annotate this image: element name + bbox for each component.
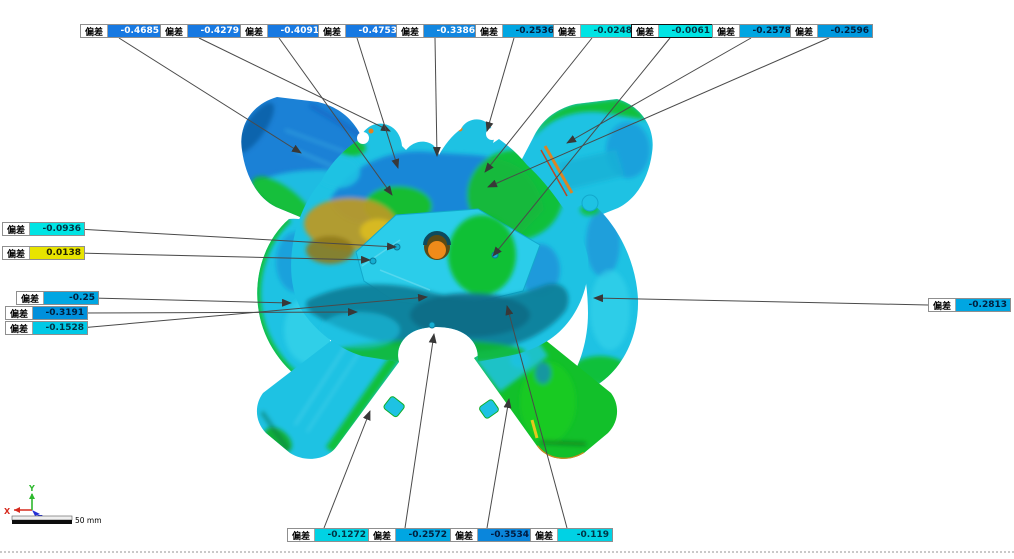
deviation-annotation-left-0[interactable]: 偏差 -0.0936: [2, 222, 85, 236]
viewport-bottom-border: [0, 551, 1014, 553]
deviation-value: -0.4753: [346, 25, 400, 37]
leader-line-top-5: [485, 37, 515, 132]
deviation-annotation-top-4[interactable]: 偏差 -0.3386: [396, 24, 479, 38]
part-main-body: [291, 119, 599, 362]
axis-x-label: X: [4, 507, 11, 516]
leader-line-left-3: [79, 308, 358, 317]
deviation-term: 偏差: [632, 25, 659, 38]
deviation-annotation-left-2[interactable]: 偏差 -0.25: [16, 291, 99, 305]
deviation-term: 偏差: [531, 529, 558, 542]
leader-line-top-8: [566, 37, 752, 144]
leader-line-top-4: [432, 37, 441, 157]
deviation-annotation-top-7[interactable]: 偏差 -0.0061: [631, 24, 714, 38]
leader-line-right-0: [593, 294, 929, 306]
deviation-value: -0.25: [44, 292, 98, 304]
deviation-annotation-top-0[interactable]: 偏差 -0.4685: [80, 24, 163, 38]
deviation-term: 偏差: [3, 247, 30, 260]
deviation-term: 偏差: [17, 292, 44, 305]
deviation-annotation-left-4[interactable]: 偏差 -0.1528: [5, 321, 88, 335]
deviation-value: -0.2536: [503, 25, 557, 37]
part-arm-lower-right: [474, 326, 618, 459]
deviation-term: 偏差: [554, 25, 581, 38]
deviation-annotation-top-1[interactable]: 偏差 -0.4279: [160, 24, 243, 38]
deviation-term: 偏差: [319, 25, 346, 38]
deviation-term: 偏差: [369, 529, 396, 542]
leader-line-bottom-1: [404, 333, 437, 529]
leader-line-bottom-2: [486, 398, 512, 529]
leader-line-top-6: [484, 37, 593, 173]
deviation-term: 偏差: [791, 25, 818, 38]
deviation-value: -0.1528: [33, 322, 87, 334]
leader-line-bottom-3: [505, 305, 568, 529]
deviation-value: -0.0936: [30, 223, 84, 235]
deviation-value: -0.2578: [740, 25, 794, 37]
leader-line-top-3: [356, 37, 400, 169]
deviation-value: -0.4685: [108, 25, 162, 37]
leader-lines: [76, 37, 929, 529]
deviation-value: -0.2813: [956, 299, 1010, 311]
leader-line-top-7: [492, 37, 671, 257]
deviation-annotation-bottom-1[interactable]: 偏差 -0.2572: [368, 528, 451, 542]
deviation-term: 偏差: [81, 25, 108, 38]
deviation-value: -0.3534: [478, 529, 532, 541]
deviation-value: -0.2572: [396, 529, 450, 541]
deviation-annotation-top-2[interactable]: 偏差 -0.4091: [240, 24, 323, 38]
body-side-knob: [581, 194, 599, 212]
deviation-term: 偏差: [929, 299, 956, 312]
deviation-term: 偏差: [6, 307, 33, 320]
deviation-annotation-top-9[interactable]: 偏差 -0.2596: [790, 24, 873, 38]
deviation-value: -0.0248: [581, 25, 635, 37]
scale-bar: 50 mm: [11, 515, 102, 525]
leader-line-top-2: [278, 37, 393, 196]
deviation-annotation-left-1[interactable]: 偏差 0.0138: [2, 246, 85, 260]
deviation-value: -0.4091: [268, 25, 322, 37]
deviation-annotation-bottom-0[interactable]: 偏差 -0.1272: [287, 528, 370, 542]
deviation-value: -0.0061: [659, 25, 713, 37]
deviation-value: -0.1272: [315, 529, 369, 541]
axis-z-arrow: [32, 510, 40, 516]
deviation-term: 偏差: [288, 529, 315, 542]
deviation-annotation-bottom-2[interactable]: 偏差 -0.3534: [450, 528, 533, 542]
axis-x-arrow: [14, 507, 20, 513]
deviation-term: 偏差: [713, 25, 740, 38]
leader-line-top-9: [487, 37, 830, 188]
deviation-value: -0.3191: [33, 307, 87, 319]
leader-line-left-0: [76, 228, 397, 251]
deviation-annotation-top-5[interactable]: 偏差 -0.2536: [475, 24, 558, 38]
deviation-annotation-top-6[interactable]: 偏差 -0.0248: [553, 24, 636, 38]
deviation-annotation-top-8[interactable]: 偏差 -0.2578: [712, 24, 795, 38]
axis-y-arrow: [29, 493, 35, 499]
center-bore-hole: [423, 231, 451, 260]
leader-line-top-1: [198, 37, 391, 132]
deviation-term: 偏差: [241, 25, 268, 38]
deviation-annotation-bottom-3[interactable]: 偏差 -0.119: [530, 528, 613, 542]
deviation-annotation-left-3[interactable]: 偏差 -0.3191: [5, 306, 88, 320]
deviation-value: -0.3386: [424, 25, 478, 37]
leader-line-left-2: [90, 297, 292, 307]
deviation-term: 偏差: [451, 529, 478, 542]
scale-bar-label: 50 mm: [75, 516, 102, 525]
deviation-value: 0.0138: [30, 247, 84, 259]
leader-line-top-0: [118, 37, 302, 154]
axis-y-label: Y: [28, 484, 35, 493]
deviation-term: 偏差: [397, 25, 424, 38]
deviation-term: 偏差: [161, 25, 188, 38]
leader-line-bottom-0: [323, 410, 371, 529]
deviation-term: 偏差: [6, 322, 33, 335]
leader-line-left-1: [76, 252, 371, 264]
deviation-value: -0.2596: [818, 25, 872, 37]
deviation-annotation-top-3[interactable]: 偏差 -0.4753: [318, 24, 401, 38]
deviation-annotation-right-0[interactable]: 偏差 -0.2813: [928, 298, 1011, 312]
deviation-value: -0.4279: [188, 25, 242, 37]
deviation-term: 偏差: [3, 223, 30, 236]
deviation-term: 偏差: [476, 25, 503, 38]
leader-line-left-4: [79, 293, 428, 329]
deviation-value: -0.119: [558, 529, 612, 541]
